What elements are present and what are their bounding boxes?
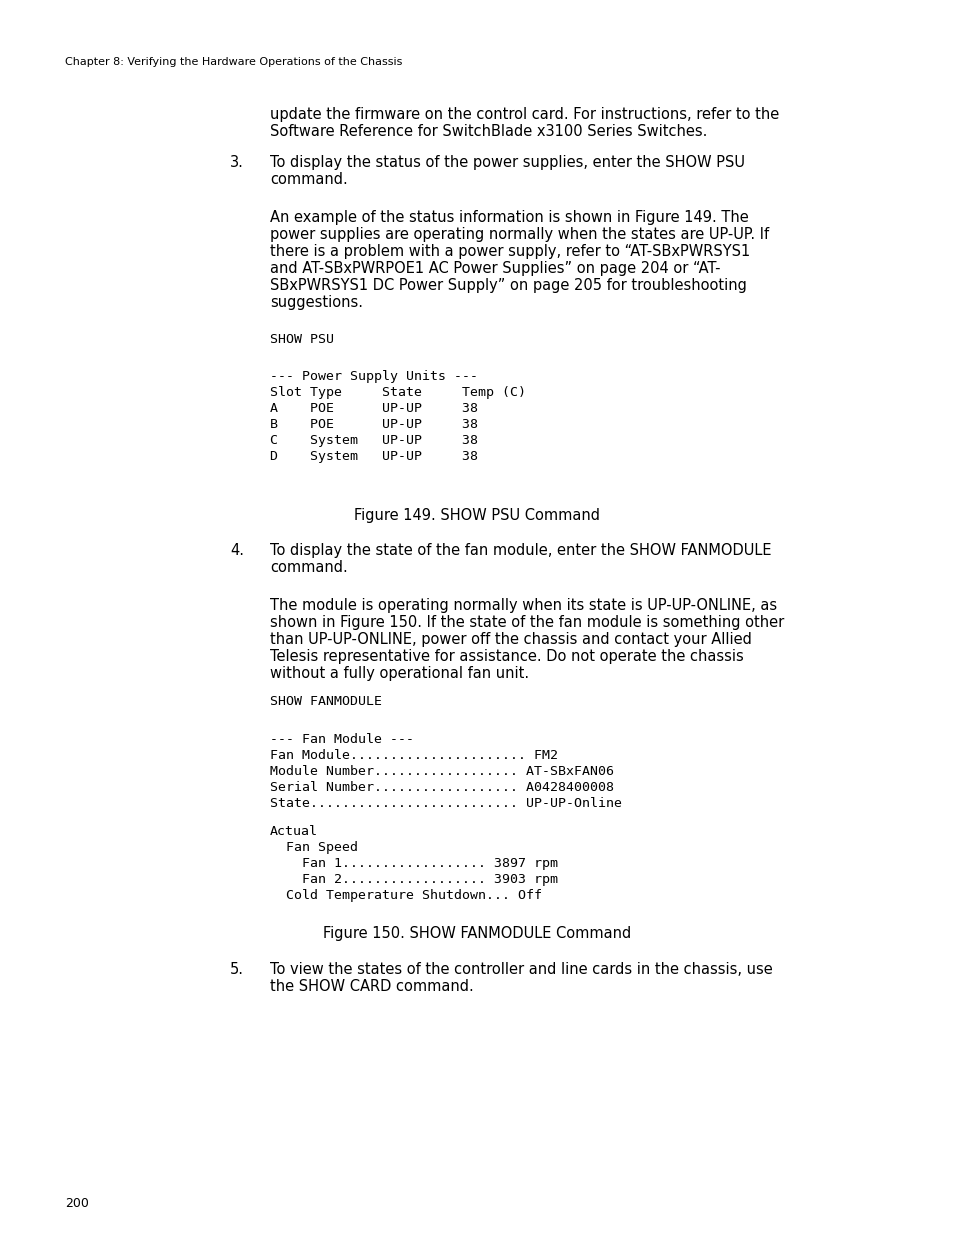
Text: Fan Module...................... FM2: Fan Module...................... FM2: [270, 748, 558, 762]
Text: Module Number.................. AT-SBxFAN06: Module Number.................. AT-SBxFA…: [270, 764, 614, 778]
Text: --- Power Supply Units ---: --- Power Supply Units ---: [270, 370, 477, 383]
Text: without a fully operational fan unit.: without a fully operational fan unit.: [270, 666, 529, 680]
Text: the SHOW CARD command.: the SHOW CARD command.: [270, 979, 474, 994]
Text: Figure 150. SHOW FANMODULE Command: Figure 150. SHOW FANMODULE Command: [322, 926, 631, 941]
Text: Fan Speed: Fan Speed: [270, 841, 357, 853]
Text: The module is operating normally when its state is UP-UP-ONLINE, as: The module is operating normally when it…: [270, 598, 777, 613]
Text: power supplies are operating normally when the states are UP-UP. If: power supplies are operating normally wh…: [270, 227, 768, 242]
Text: 5.: 5.: [230, 962, 244, 977]
Text: SBxPWRSYS1 DC Power Supply” on page 205 for troubleshooting: SBxPWRSYS1 DC Power Supply” on page 205 …: [270, 278, 746, 293]
Text: Software Reference for SwitchBlade x3100 Series Switches.: Software Reference for SwitchBlade x3100…: [270, 124, 706, 140]
Text: To display the state of the fan module, enter the SHOW FANMODULE: To display the state of the fan module, …: [270, 543, 771, 558]
Text: Figure 149. SHOW PSU Command: Figure 149. SHOW PSU Command: [354, 508, 599, 522]
Text: --- Fan Module ---: --- Fan Module ---: [270, 734, 414, 746]
Text: To view the states of the controller and line cards in the chassis, use: To view the states of the controller and…: [270, 962, 772, 977]
Text: SHOW FANMODULE: SHOW FANMODULE: [270, 695, 381, 708]
Text: A    POE      UP-UP     38: A POE UP-UP 38: [270, 403, 477, 415]
Text: C    System   UP-UP     38: C System UP-UP 38: [270, 433, 477, 447]
Text: shown in Figure 150. If the state of the fan module is something other: shown in Figure 150. If the state of the…: [270, 615, 783, 630]
Text: SHOW PSU: SHOW PSU: [270, 333, 334, 346]
Text: B    POE      UP-UP     38: B POE UP-UP 38: [270, 417, 477, 431]
Text: update the firmware on the control card. For instructions, refer to the: update the firmware on the control card.…: [270, 107, 779, 122]
Text: D    System   UP-UP     38: D System UP-UP 38: [270, 450, 477, 463]
Text: there is a problem with a power supply, refer to “AT-SBxPWRSYS1: there is a problem with a power supply, …: [270, 245, 749, 259]
Text: suggestions.: suggestions.: [270, 295, 363, 310]
Text: Chapter 8: Verifying the Hardware Operations of the Chassis: Chapter 8: Verifying the Hardware Operat…: [65, 57, 402, 67]
Text: State.......................... UP-UP-Online: State.......................... UP-UP-On…: [270, 797, 621, 810]
Text: 3.: 3.: [230, 156, 244, 170]
Text: than UP-UP-ONLINE, power off the chassis and contact your Allied: than UP-UP-ONLINE, power off the chassis…: [270, 632, 751, 647]
Text: command.: command.: [270, 172, 348, 186]
Text: Slot Type     State     Temp (C): Slot Type State Temp (C): [270, 387, 525, 399]
Text: 200: 200: [65, 1197, 89, 1210]
Text: Fan 2.................. 3903 rpm: Fan 2.................. 3903 rpm: [270, 873, 558, 885]
Text: 4.: 4.: [230, 543, 244, 558]
Text: command.: command.: [270, 559, 348, 576]
Text: An example of the status information is shown in Figure 149. The: An example of the status information is …: [270, 210, 748, 225]
Text: Cold Temperature Shutdown... Off: Cold Temperature Shutdown... Off: [270, 889, 541, 902]
Text: Serial Number.................. A0428400008: Serial Number.................. A0428400…: [270, 781, 614, 794]
Text: Actual: Actual: [270, 825, 317, 839]
Text: Telesis representative for assistance. Do not operate the chassis: Telesis representative for assistance. D…: [270, 650, 743, 664]
Text: To display the status of the power supplies, enter the SHOW PSU: To display the status of the power suppl…: [270, 156, 744, 170]
Text: and AT-SBxPWRPOE1 AC Power Supplies” on page 204 or “AT-: and AT-SBxPWRPOE1 AC Power Supplies” on …: [270, 261, 720, 275]
Text: Fan 1.................. 3897 rpm: Fan 1.................. 3897 rpm: [270, 857, 558, 869]
